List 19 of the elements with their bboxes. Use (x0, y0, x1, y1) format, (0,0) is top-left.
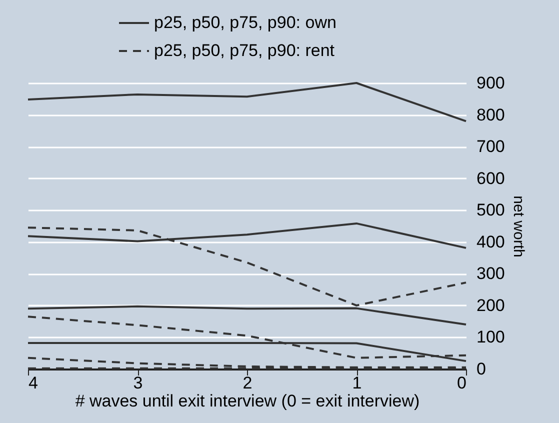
y-tick-label: 500 (476, 200, 505, 220)
y-tick-label: 600 (476, 168, 505, 188)
x-axis-title: # waves until exit interview (0 = exit interview) (75, 392, 420, 410)
x-tick-label: 4 (28, 374, 38, 392)
x-tick-label: 1 (352, 374, 362, 392)
y-tick-label: 800 (476, 105, 505, 124)
y-axis-title: net worth (510, 196, 527, 258)
x-tick-label: 3 (133, 374, 143, 392)
y-tick-label: 300 (476, 264, 505, 284)
y-tick-label: 100 (476, 328, 505, 347)
x-tick-label: 2 (242, 374, 252, 392)
y-tick-label: 400 (476, 232, 505, 252)
legend-label: p25, p50, p75, p90: rent (154, 41, 335, 60)
y-tick-label: 700 (476, 137, 505, 156)
x-tick-label: 0 (457, 374, 466, 392)
y-tick-label: 200 (476, 296, 505, 315)
legend-label: p25, p50, p75, p90: own (154, 13, 336, 32)
y-tick-label: 0 (476, 360, 486, 378)
y-tick-label: 900 (476, 74, 505, 92)
